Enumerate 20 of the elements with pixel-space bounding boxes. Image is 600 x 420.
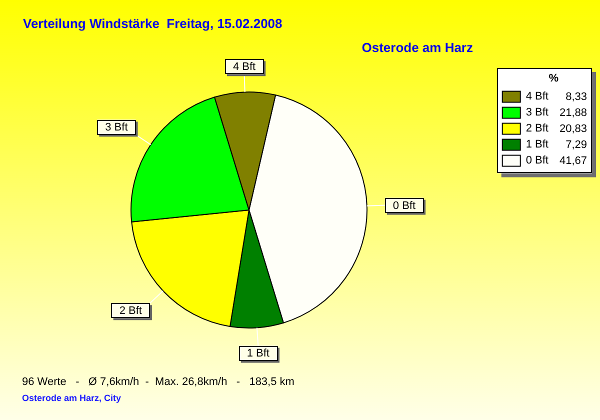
data-label: 7,29	[566, 139, 587, 152]
legend-title: %	[548, 72, 559, 85]
data-label: 21,88	[559, 107, 587, 120]
chart-title: Verteilung Windstärke Freitag, 15.02.2008	[23, 16, 282, 32]
slice-label: 2 Bft	[119, 305, 142, 318]
legend-label: 0 Bft	[526, 154, 548, 167]
legend-label: 4 Bft	[526, 90, 548, 103]
slice-label: 0 Bft	[392, 200, 416, 212]
slice-label: 1 Bft	[246, 348, 270, 360]
text: 96 Werte - Ø 7,6km/h - Max. 26,8km/h - 183,5 km	[22, 376, 294, 389]
data-label: 20,83	[559, 123, 587, 136]
legend-label: 3 Bft	[526, 106, 548, 119]
legend-label: 2 Bft	[526, 122, 548, 135]
chart-subtitle: Osterode am Harz	[362, 40, 473, 56]
data-label: 8,33	[566, 91, 587, 104]
text: Osterode am Harz, City	[22, 393, 122, 404]
data-label: 41,67	[559, 155, 587, 168]
legend-label: 1 Bft	[526, 138, 548, 151]
slice-label: 4 Bft	[232, 61, 256, 74]
slice-label: 3 Bft	[105, 122, 128, 134]
